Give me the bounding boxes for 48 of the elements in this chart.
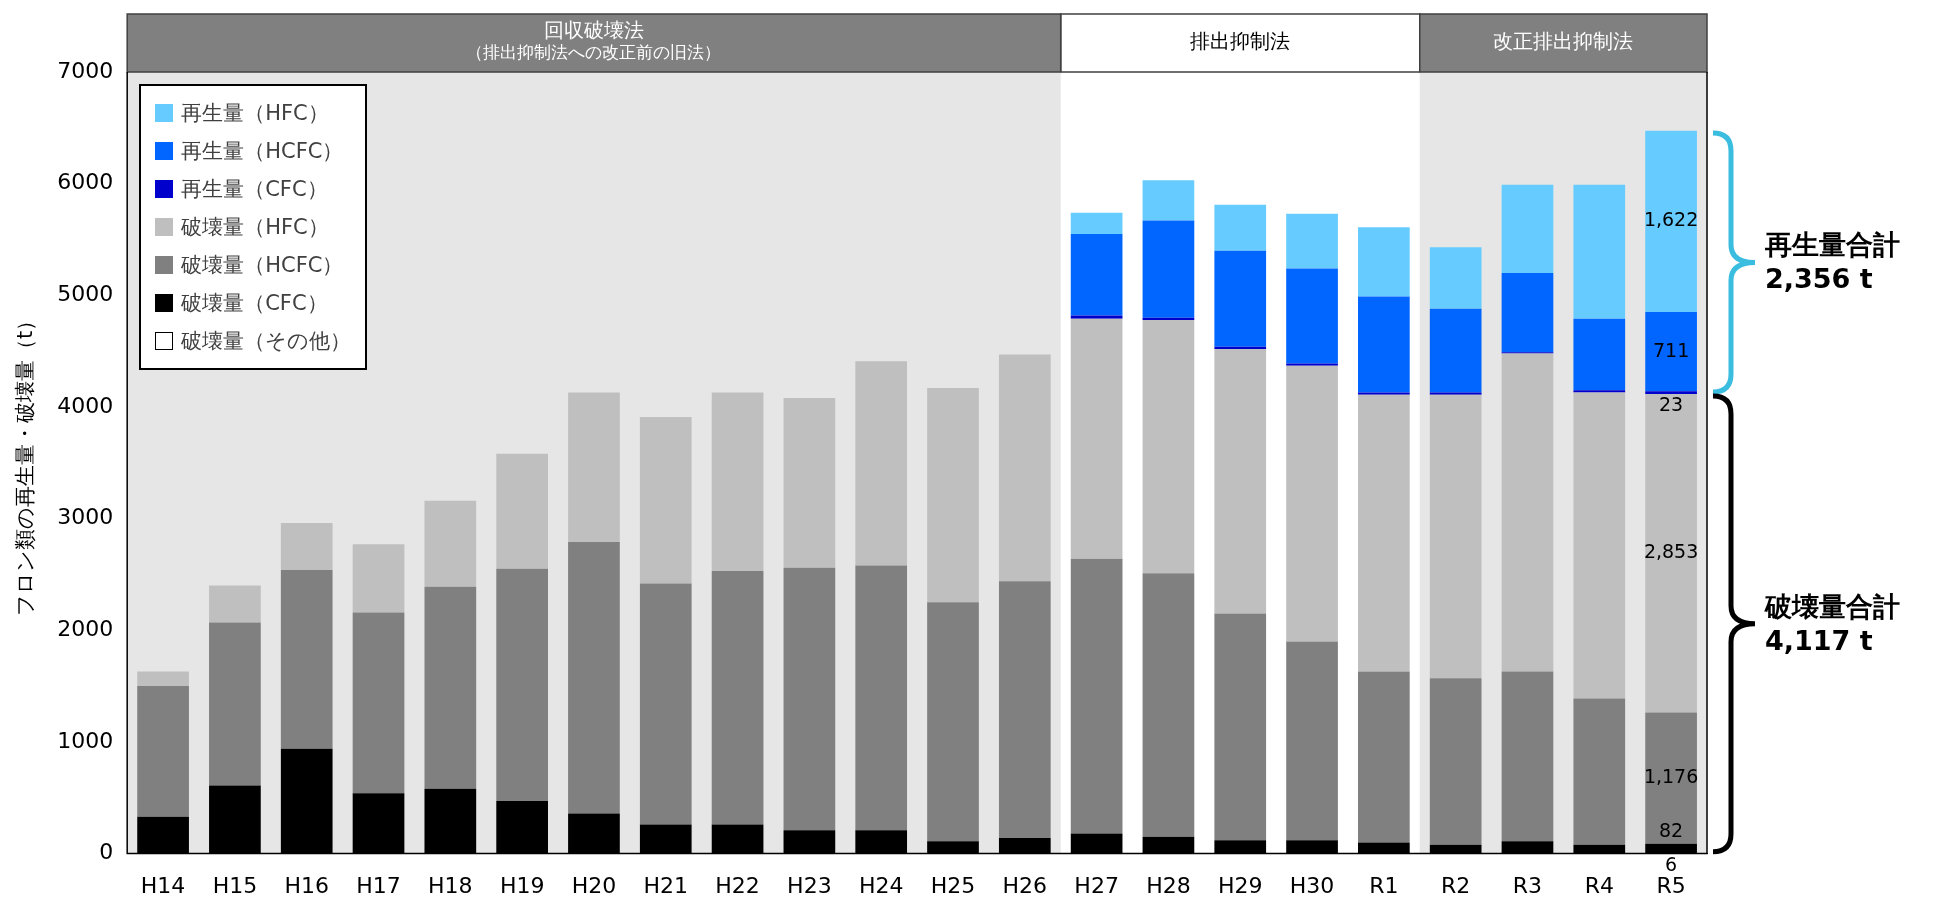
y-tick-label: 2000: [57, 616, 114, 641]
x-tick-label: H21: [643, 872, 689, 898]
y-tick-label: 0: [99, 839, 114, 865]
data-label: 82: [1659, 819, 1684, 842]
x-tick-label: H14: [140, 872, 186, 898]
x-tick-label: H25: [930, 872, 976, 898]
x-tick-label: H19: [499, 872, 545, 898]
x-tick-label: H17: [356, 872, 401, 898]
x-tick-label: H24: [858, 872, 904, 898]
y-tick-label: 6000: [57, 169, 114, 195]
y-tick-label: 1000: [57, 727, 114, 753]
x-tick-label: H16: [284, 872, 329, 898]
data-label: 23: [1659, 393, 1684, 416]
x-tick-label: H20: [571, 872, 617, 898]
legend-label: 破壊量（その他）: [181, 328, 352, 355]
x-tick-label: R1: [1369, 872, 1399, 898]
x-tick-label: R2: [1441, 872, 1471, 898]
legend-label: 再生量（CFC）: [181, 176, 328, 203]
data-label: 2,853: [1643, 540, 1699, 563]
legend-label: 再生量（HFC）: [181, 100, 329, 127]
x-tick-label: R4: [1584, 872, 1614, 898]
y-tick-label: 5000: [57, 281, 114, 307]
legend-label: 破壊量（HCFC）: [181, 252, 344, 279]
legend-label: 破壊量（HFC）: [181, 214, 329, 241]
band-label: 回収破壊法（排出抑制法への改正前の旧法）: [466, 18, 722, 63]
data-label: 1,176: [1643, 765, 1699, 788]
x-tick-label: H30: [1289, 872, 1335, 898]
x-tick-label: H15: [212, 872, 258, 898]
x-tick-label: H22: [715, 872, 760, 898]
text: 再生量合計 2,356 t: [1765, 228, 1900, 296]
legend-label: 再生量（HCFC）: [181, 138, 344, 165]
x-tick-label: H29: [1217, 872, 1263, 898]
text: 排出抑制法: [1190, 29, 1291, 54]
y-axis-title: フロン類の再生量・破壊量（t）: [13, 309, 38, 616]
x-tick-label: H27: [1074, 872, 1119, 898]
text: 破壊量合計 4,117 t: [1765, 589, 1900, 658]
x-tick-label: H23: [787, 872, 832, 898]
data-label: 711: [1652, 338, 1690, 361]
x-tick-label: H18: [428, 872, 473, 898]
y-tick-label: 3000: [57, 504, 114, 530]
y-tick-label: 7000: [57, 57, 114, 83]
x-tick-label: H26: [1002, 872, 1048, 898]
x-tick-label: H28: [1146, 872, 1191, 898]
data-label: 1,622: [1643, 208, 1699, 231]
band-label: 改正排出抑制法: [1493, 29, 1634, 54]
y-tick-label: 4000: [57, 392, 114, 418]
legend-label: 破壊量（CFC）: [181, 290, 328, 317]
x-tick-label: R3: [1512, 872, 1543, 898]
